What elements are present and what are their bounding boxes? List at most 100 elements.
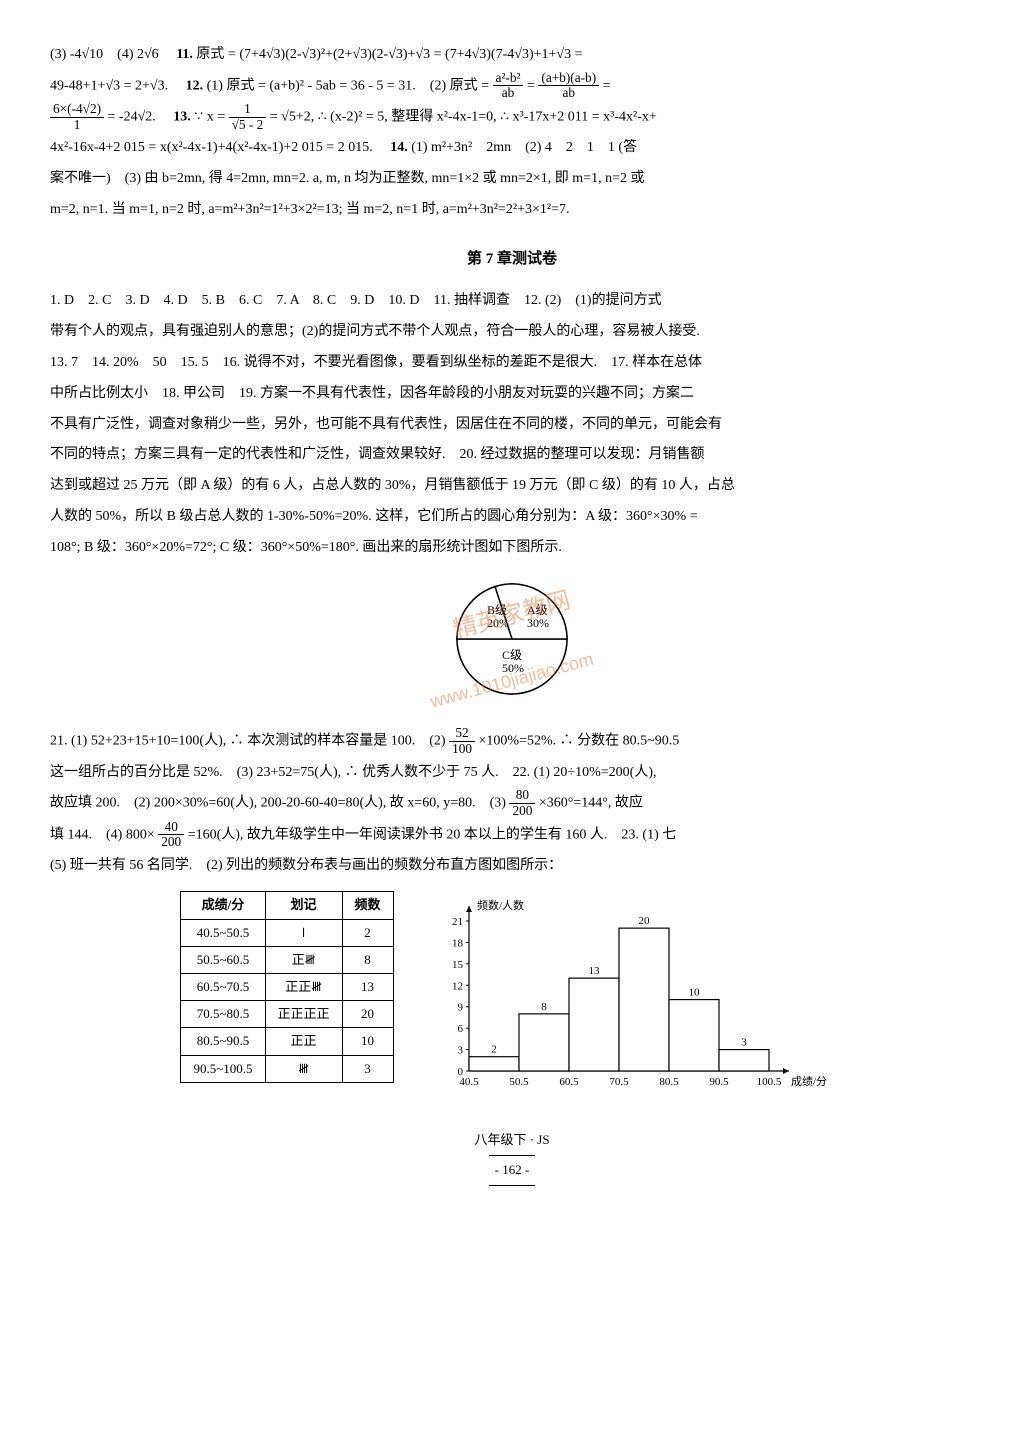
pie-c-pct: 50%: [502, 661, 524, 675]
svg-text:15: 15: [452, 959, 464, 971]
text: =: [527, 78, 538, 93]
line-2: 49-48+1+√3 = 2+√3. 12. (1) 原式 = (a+b)² -…: [50, 71, 974, 102]
table-header-row: 成绩/分 划记 频数: [181, 892, 393, 919]
th-tally: 划记: [265, 892, 342, 919]
table-cell: 10: [342, 1028, 393, 1055]
text: 4x²-16x-4+2 015 = x(x²-4x-1)+4(x²-4x-1)+…: [50, 140, 387, 155]
frequency-table: 成绩/分 划记 频数 40.5~50.5𝍷250.5~60.5正𝍸860.5~7…: [180, 891, 393, 1082]
pie-b-label: B级: [487, 603, 507, 617]
line: 这一组所占的百分比是 52%. (3) 23+52=75(人), ∴ 优秀人数不…: [50, 758, 974, 789]
svg-text:成绩/分: 成绩/分: [791, 1075, 827, 1088]
table-cell: 20: [342, 1001, 393, 1028]
footer-grade: 八年级下 · JS: [50, 1126, 974, 1155]
chapter-7-title: 第 7 章测试卷: [50, 243, 974, 276]
table-cell: 90.5~100.5: [181, 1055, 265, 1082]
fraction: 6×(-4√2)1: [50, 102, 104, 132]
svg-text:3: 3: [457, 1045, 463, 1057]
p7-line: 达到或超过 25 万元（即 A 级）的有 6 人，占总人数的 30%，月销售额低…: [50, 471, 974, 502]
line: 故应填 200. (2) 200×30%=60(人), 200-20-60-40…: [50, 788, 974, 819]
fraction: 1√5 - 2: [229, 102, 267, 132]
p7-line: 108°; B 级：360°×20%=72°; C 级：360°×50%=180…: [50, 533, 974, 564]
table-cell: 正𝍸: [265, 946, 342, 973]
table-cell: 正正: [265, 1028, 342, 1055]
math-solutions-block: (3) -4√10 (4) 2√6 11. 原式 = (7+4√3)(2-√3)…: [50, 40, 974, 225]
pie-a-label: A级: [527, 603, 548, 617]
fraction: a²-b²ab: [493, 71, 524, 101]
q12-label: 12.: [186, 78, 204, 93]
th-freq: 频数: [342, 892, 393, 919]
p7-line: 不同的特点；方案三具有一定的代表性和广泛性，调查效果较好. 20. 经过数据的整…: [50, 440, 974, 471]
table-cell: 60.5~70.5: [181, 974, 265, 1001]
chapter-7-answers: 1. D 2. C 3. D 4. D 5. B 6. C 7. A 8. C …: [50, 286, 974, 563]
table-cell: 3: [342, 1055, 393, 1082]
table-cell: 50.5~60.5: [181, 946, 265, 973]
table-cell: 正正正正: [265, 1001, 342, 1028]
footer-page-number: - 162 -: [489, 1155, 536, 1186]
table-cell: 80.5~90.5: [181, 1028, 265, 1055]
pie-a-pct: 30%: [527, 616, 549, 630]
svg-text:60.5: 60.5: [559, 1076, 579, 1088]
svg-text:50.5: 50.5: [509, 1076, 529, 1088]
table-cell: 𝍸: [265, 1055, 342, 1082]
svg-text:6: 6: [457, 1024, 463, 1036]
q21-23-block: 21. (1) 52+23+15+10=100(人), ∴ 本次测试的样本容量是…: [50, 726, 974, 881]
table-row: 70.5~80.5正正正正20: [181, 1001, 393, 1028]
line: (5) 班一共有 56 名同学. (2) 列出的频数分布表与画出的频数分布直方图…: [50, 851, 974, 882]
table-cell: 13: [342, 974, 393, 1001]
line: 21. (1) 52+23+15+10=100(人), ∴ 本次测试的样本容量是…: [50, 726, 974, 757]
table-row: 60.5~70.5正正𝍸13: [181, 974, 393, 1001]
svg-text:9: 9: [457, 1002, 463, 1014]
svg-text:40.5: 40.5: [459, 1076, 479, 1088]
table-row: 90.5~100.5𝍸3: [181, 1055, 393, 1082]
fraction: 52100: [449, 726, 475, 756]
line-5: 案不唯一) (3) 由 b=2mn, 得 4=2mn, mn=2. a, m, …: [50, 164, 974, 195]
text: ∵ x =: [194, 109, 228, 124]
pie-b-pct: 20%: [487, 616, 509, 630]
q14-label: 14.: [390, 140, 408, 155]
p7-line: 不具有广泛性，调查对象稍少一些，另外，也可能不具有代表性，因居住在不同的楼，不同…: [50, 410, 974, 441]
histogram-chart: 03691215182140.550.560.570.580.590.5100.…: [424, 891, 844, 1101]
table-cell: 𝍷: [265, 919, 342, 946]
svg-text:10: 10: [688, 987, 700, 999]
table-row: 40.5~50.5𝍷2: [181, 919, 393, 946]
svg-text:90.5: 90.5: [709, 1076, 729, 1088]
text: 49-48+1+√3 = 2+√3.: [50, 78, 182, 93]
p7-line: 1. D 2. C 3. D 4. D 5. B 6. C 7. A 8. C …: [50, 286, 974, 317]
text: (1) 原式 = (a+b)² - 5ab = 36 - 5 = 31. (2)…: [207, 78, 493, 93]
p7-line: 13. 7 14. 20% 50 15. 5 16. 说得不对，不要光看图像，要…: [50, 348, 974, 379]
svg-text:13: 13: [588, 966, 600, 978]
table-cell: 正正𝍸: [265, 974, 342, 1001]
text: = -24√2.: [108, 109, 170, 124]
p7-line: 中所占比例太小 18. 甲公司 19. 方案一不具有代表性，因各年龄段的小朋友对…: [50, 379, 974, 410]
table-histogram-row: 成绩/分 划记 频数 40.5~50.5𝍷250.5~60.5正𝍸860.5~7…: [50, 891, 974, 1101]
svg-text:20: 20: [638, 916, 650, 928]
svg-text:80.5: 80.5: [659, 1076, 679, 1088]
svg-text:12: 12: [452, 981, 463, 993]
pie-chart-container: B级 20% A级 30% C级 50% 精英家教网 www.1010jiaji…: [50, 574, 974, 717]
svg-text:3: 3: [741, 1037, 747, 1049]
table-row: 80.5~90.5正正10: [181, 1028, 393, 1055]
line-4: 4x²-16x-4+2 015 = x(x²-4x-1)+4(x²-4x-1)+…: [50, 133, 974, 164]
th-score: 成绩/分: [181, 892, 265, 919]
text: = √5+2, ∴ (x-2)² = 5, 整理得 x²-4x-1=0, ∴ x…: [270, 109, 657, 124]
svg-text:100.5: 100.5: [756, 1076, 781, 1088]
fraction: (a+b)(a-b)ab: [538, 71, 599, 101]
line-6: m=2, n=1. 当 m=1, n=2 时, a=m²+3n²=1²+3×2²…: [50, 195, 974, 226]
line: 填 144. (4) 800× 40200 =160(人), 故九年级学生中一年…: [50, 820, 974, 851]
svg-text:频数/人数: 频数/人数: [477, 898, 524, 912]
table-cell: 40.5~50.5: [181, 919, 265, 946]
svg-text:8: 8: [541, 1001, 547, 1013]
table-row: 50.5~60.5正𝍸8: [181, 946, 393, 973]
text: 原式 = (7+4√3)(2-√3)²+(2+√3)(2-√3)+√3 = (7…: [196, 47, 582, 62]
svg-text:18: 18: [452, 938, 464, 950]
q11-label: 11.: [176, 47, 193, 62]
page-footer: 八年级下 · JS - 162 -: [50, 1126, 974, 1185]
text: (3) -4√10 (4) 2√6: [50, 47, 173, 62]
p7-line: 人数的 50%，所以 B 级占总人数的 1-30%-50%=20%. 这样，它们…: [50, 502, 974, 533]
p7-line: 带有个人的观点，具有强迫别人的意思；(2)的提问方式不带个人观点，符合一般人的心…: [50, 317, 974, 348]
line-1: (3) -4√10 (4) 2√6 11. 原式 = (7+4√3)(2-√3)…: [50, 40, 974, 71]
table-cell: 8: [342, 946, 393, 973]
table-cell: 70.5~80.5: [181, 1001, 265, 1028]
table-cell: 2: [342, 919, 393, 946]
svg-text:21: 21: [452, 916, 463, 928]
